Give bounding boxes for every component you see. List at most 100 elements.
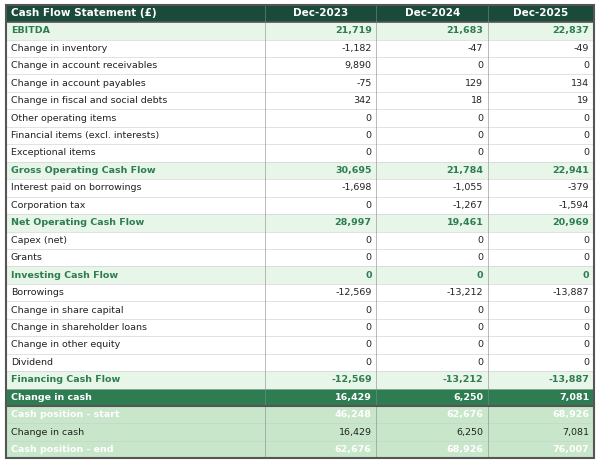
- Bar: [376, 22, 488, 39]
- Bar: [6, 371, 265, 388]
- Bar: [376, 354, 488, 371]
- Bar: [376, 92, 488, 109]
- Bar: [6, 301, 265, 319]
- Text: 7,081: 7,081: [562, 428, 589, 437]
- Bar: [265, 319, 376, 336]
- Bar: [6, 266, 265, 284]
- Text: 0: 0: [583, 358, 589, 367]
- Bar: [6, 75, 265, 92]
- Bar: [376, 179, 488, 197]
- Bar: [265, 354, 376, 371]
- Bar: [488, 57, 594, 75]
- Text: -13,212: -13,212: [447, 288, 484, 297]
- Bar: [6, 22, 265, 39]
- Text: 19: 19: [577, 96, 589, 105]
- Text: -1,055: -1,055: [453, 183, 484, 192]
- Bar: [265, 232, 376, 249]
- Bar: [6, 232, 265, 249]
- Bar: [376, 319, 488, 336]
- Bar: [376, 197, 488, 214]
- Bar: [488, 214, 594, 232]
- Bar: [376, 5, 488, 22]
- Bar: [265, 127, 376, 144]
- Text: Change in cash: Change in cash: [11, 428, 84, 437]
- Bar: [265, 371, 376, 388]
- Bar: [265, 197, 376, 214]
- Bar: [488, 109, 594, 127]
- Bar: [488, 301, 594, 319]
- Bar: [6, 388, 265, 406]
- Text: 0: 0: [365, 253, 371, 262]
- Bar: [265, 22, 376, 39]
- Bar: [6, 57, 265, 75]
- Bar: [488, 284, 594, 301]
- Text: 18: 18: [472, 96, 484, 105]
- Bar: [376, 266, 488, 284]
- Bar: [6, 5, 265, 22]
- Bar: [488, 336, 594, 354]
- Bar: [6, 441, 265, 458]
- Text: Change in fiscal and social debts: Change in fiscal and social debts: [11, 96, 167, 105]
- Text: Financial items (excl. interests): Financial items (excl. interests): [11, 131, 159, 140]
- Bar: [376, 127, 488, 144]
- Bar: [265, 388, 376, 406]
- Text: 21,719: 21,719: [335, 26, 371, 35]
- Text: 0: 0: [365, 131, 371, 140]
- Text: 129: 129: [466, 79, 484, 88]
- Bar: [6, 406, 265, 424]
- Text: Dec-2024: Dec-2024: [404, 8, 460, 19]
- Text: Change in inventory: Change in inventory: [11, 44, 107, 53]
- Bar: [6, 354, 265, 371]
- Text: 0: 0: [365, 149, 371, 157]
- Text: 0: 0: [478, 113, 484, 123]
- Bar: [376, 214, 488, 232]
- Text: Cash Flow Statement (£): Cash Flow Statement (£): [11, 8, 157, 19]
- Text: 20,969: 20,969: [553, 218, 589, 227]
- Text: Change in account payables: Change in account payables: [11, 79, 146, 88]
- Text: 0: 0: [365, 323, 371, 332]
- Text: 0: 0: [583, 306, 589, 314]
- Bar: [265, 284, 376, 301]
- Text: 0: 0: [583, 271, 589, 280]
- Text: 6,250: 6,250: [454, 393, 484, 402]
- Bar: [265, 301, 376, 319]
- Text: 9,890: 9,890: [344, 61, 371, 70]
- Bar: [6, 92, 265, 109]
- Text: 0: 0: [478, 358, 484, 367]
- Text: Capex (net): Capex (net): [11, 236, 67, 245]
- Bar: [6, 162, 265, 179]
- Text: Change in shareholder loans: Change in shareholder loans: [11, 323, 147, 332]
- Text: Financing Cash Flow: Financing Cash Flow: [11, 375, 120, 384]
- Text: 22,837: 22,837: [553, 26, 589, 35]
- Bar: [376, 301, 488, 319]
- Bar: [265, 424, 376, 441]
- Text: Dec-2023: Dec-2023: [293, 8, 348, 19]
- Text: Exceptional items: Exceptional items: [11, 149, 95, 157]
- Text: 0: 0: [478, 306, 484, 314]
- Text: 21,683: 21,683: [446, 26, 484, 35]
- Bar: [488, 424, 594, 441]
- Text: Other operating items: Other operating items: [11, 113, 116, 123]
- Text: Change in share capital: Change in share capital: [11, 306, 124, 314]
- Text: 0: 0: [583, 131, 589, 140]
- Bar: [488, 371, 594, 388]
- Text: 46,248: 46,248: [335, 410, 371, 419]
- Bar: [376, 162, 488, 179]
- Bar: [488, 406, 594, 424]
- Bar: [6, 197, 265, 214]
- Bar: [488, 197, 594, 214]
- Text: -13,212: -13,212: [443, 375, 484, 384]
- Bar: [265, 179, 376, 197]
- Text: -13,887: -13,887: [553, 288, 589, 297]
- Text: Cash position - start: Cash position - start: [11, 410, 119, 419]
- Bar: [265, 406, 376, 424]
- Text: 0: 0: [478, 131, 484, 140]
- Text: 16,429: 16,429: [338, 428, 371, 437]
- Text: -1,182: -1,182: [341, 44, 371, 53]
- Bar: [488, 388, 594, 406]
- Bar: [488, 5, 594, 22]
- Text: 19,461: 19,461: [446, 218, 484, 227]
- Text: -75: -75: [356, 79, 371, 88]
- Bar: [265, 144, 376, 162]
- Bar: [376, 144, 488, 162]
